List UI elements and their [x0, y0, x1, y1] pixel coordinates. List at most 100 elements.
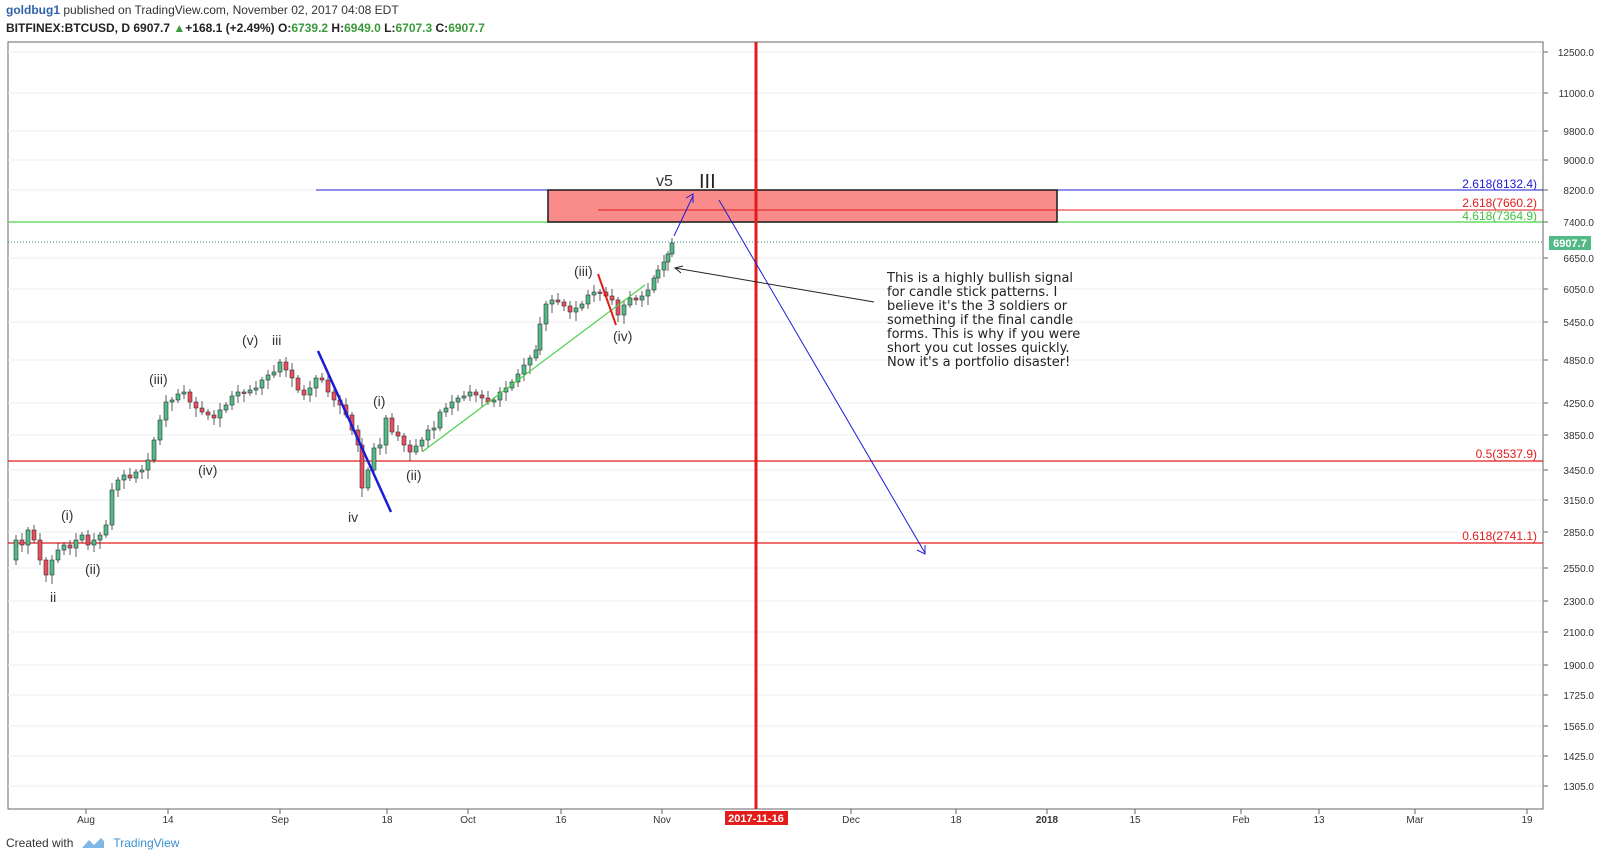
price-tick-label: 8200.0: [1563, 186, 1594, 197]
candle-up: [247, 389, 253, 394]
candle-up: [145, 459, 151, 471]
candle-up: [277, 361, 283, 373]
candle-up: [271, 371, 277, 376]
candle-down: [615, 299, 621, 316]
candle-up: [437, 411, 443, 429]
time-tick-label: 13: [1313, 815, 1325, 826]
candle-down: [389, 417, 395, 433]
price-tick-label: 3150.0: [1563, 496, 1594, 507]
candle-up: [621, 304, 627, 316]
price-change: +168.1 (+2.49%): [185, 21, 275, 35]
candle-up: [665, 253, 671, 263]
candle-up: [25, 529, 31, 546]
price-axis: 12500.0 11000.0 9800.0 9000.0 8200.0 7400.0 66…: [1543, 48, 1594, 793]
wave-label: ii: [50, 589, 56, 605]
candle-up: [307, 387, 313, 396]
price-tick-label: 9800.0: [1563, 127, 1594, 138]
wave-label: iii: [272, 332, 281, 348]
candle-down: [359, 444, 365, 489]
annotation-pointer-arrow: [674, 267, 875, 303]
candle-up: [543, 303, 549, 325]
candle-up: [591, 291, 597, 296]
wave-label: (i): [61, 507, 73, 523]
candle-down: [301, 389, 307, 396]
candle-up: [527, 357, 533, 366]
candle-up: [585, 294, 591, 305]
price-tick-label: 2100.0: [1563, 628, 1594, 639]
current-price-badge: [1549, 236, 1591, 250]
candle-down: [37, 539, 43, 561]
candle-down: [43, 559, 49, 576]
candle-up: [431, 427, 437, 431]
price-tick-label: 1565.0: [1563, 722, 1594, 733]
candle-up: [455, 397, 461, 403]
candle-up: [639, 295, 645, 301]
candle-up: [97, 534, 103, 541]
price-tick-label: 2850.0: [1563, 528, 1594, 539]
candle-up: [181, 391, 187, 395]
candle-down: [199, 407, 205, 413]
candle-up: [371, 447, 377, 471]
candle-down: [473, 391, 479, 396]
wave-label: iv: [348, 509, 358, 525]
candle-up: [79, 534, 85, 541]
candle-down: [325, 379, 331, 393]
close-label: C:: [435, 21, 449, 35]
symbol-name[interactable]: BITFINEX:BTCUSD, D: [6, 21, 130, 35]
fib-05-label: 0.5(3537.9): [1476, 447, 1537, 461]
price-tick-label: 7400.0: [1563, 218, 1594, 229]
candle-down: [555, 299, 561, 303]
candle-up: [151, 439, 157, 461]
candle-down: [407, 444, 413, 453]
created-with-label: Created with: [6, 836, 74, 850]
time-tick-label: Sep: [271, 815, 289, 826]
tradingview-brand-link[interactable]: TradingView: [113, 836, 180, 850]
time-tick-label: 19: [1521, 815, 1533, 826]
price-tick-label: 1425.0: [1563, 752, 1594, 763]
time-tick-label: 18: [950, 815, 962, 826]
time-tick-label: 18: [381, 815, 393, 826]
candle-up: [13, 539, 19, 561]
candle-down: [241, 391, 247, 394]
candle-up: [217, 409, 223, 419]
fib-2618-red-label: 2.618(7660.2): [1462, 196, 1537, 210]
footer: Created with TradingView: [6, 836, 179, 850]
candle-up: [55, 549, 61, 561]
open-label: O:: [278, 21, 292, 35]
candle-down: [283, 361, 289, 371]
high-value: 6949.0: [344, 21, 381, 35]
time-tick-label: 15: [1129, 815, 1141, 826]
wave-label: (iv): [613, 328, 632, 344]
candle-down: [211, 414, 217, 419]
price-tick-label: 5450.0: [1563, 318, 1594, 329]
uptrend-line: [421, 284, 646, 453]
candle-down: [187, 391, 193, 403]
candle-up: [313, 377, 319, 389]
price-tick-label: 1900.0: [1563, 661, 1594, 672]
price-tick-label: 2550.0: [1563, 564, 1594, 575]
candle-up: [121, 474, 127, 481]
close-value: 6907.7: [448, 21, 485, 35]
candle-down: [19, 539, 25, 546]
candle-up: [377, 444, 383, 449]
candle-down: [355, 429, 361, 446]
candle-up: [163, 401, 169, 421]
tradingview-logo-icon: [82, 838, 105, 848]
wave-label: (iii): [149, 371, 168, 387]
candle-up: [579, 303, 585, 309]
annotation-text: This is a highly bullish signal for cand…: [887, 271, 1081, 370]
candle-up: [61, 544, 67, 551]
author-link[interactable]: goldbug1: [6, 3, 60, 17]
projection-down-arrow: [718, 199, 926, 554]
candle-down: [349, 414, 355, 431]
candle-down: [485, 397, 491, 403]
candle-up: [103, 524, 109, 536]
arrowhead-icon: [916, 545, 926, 555]
price-tick-label: 12500.0: [1558, 48, 1595, 59]
time-tick-label: Aug: [77, 815, 95, 826]
candle-up: [49, 559, 55, 576]
candle-up: [413, 445, 419, 453]
time-tick-label: Feb: [1232, 815, 1250, 826]
candle-up: [253, 387, 259, 391]
